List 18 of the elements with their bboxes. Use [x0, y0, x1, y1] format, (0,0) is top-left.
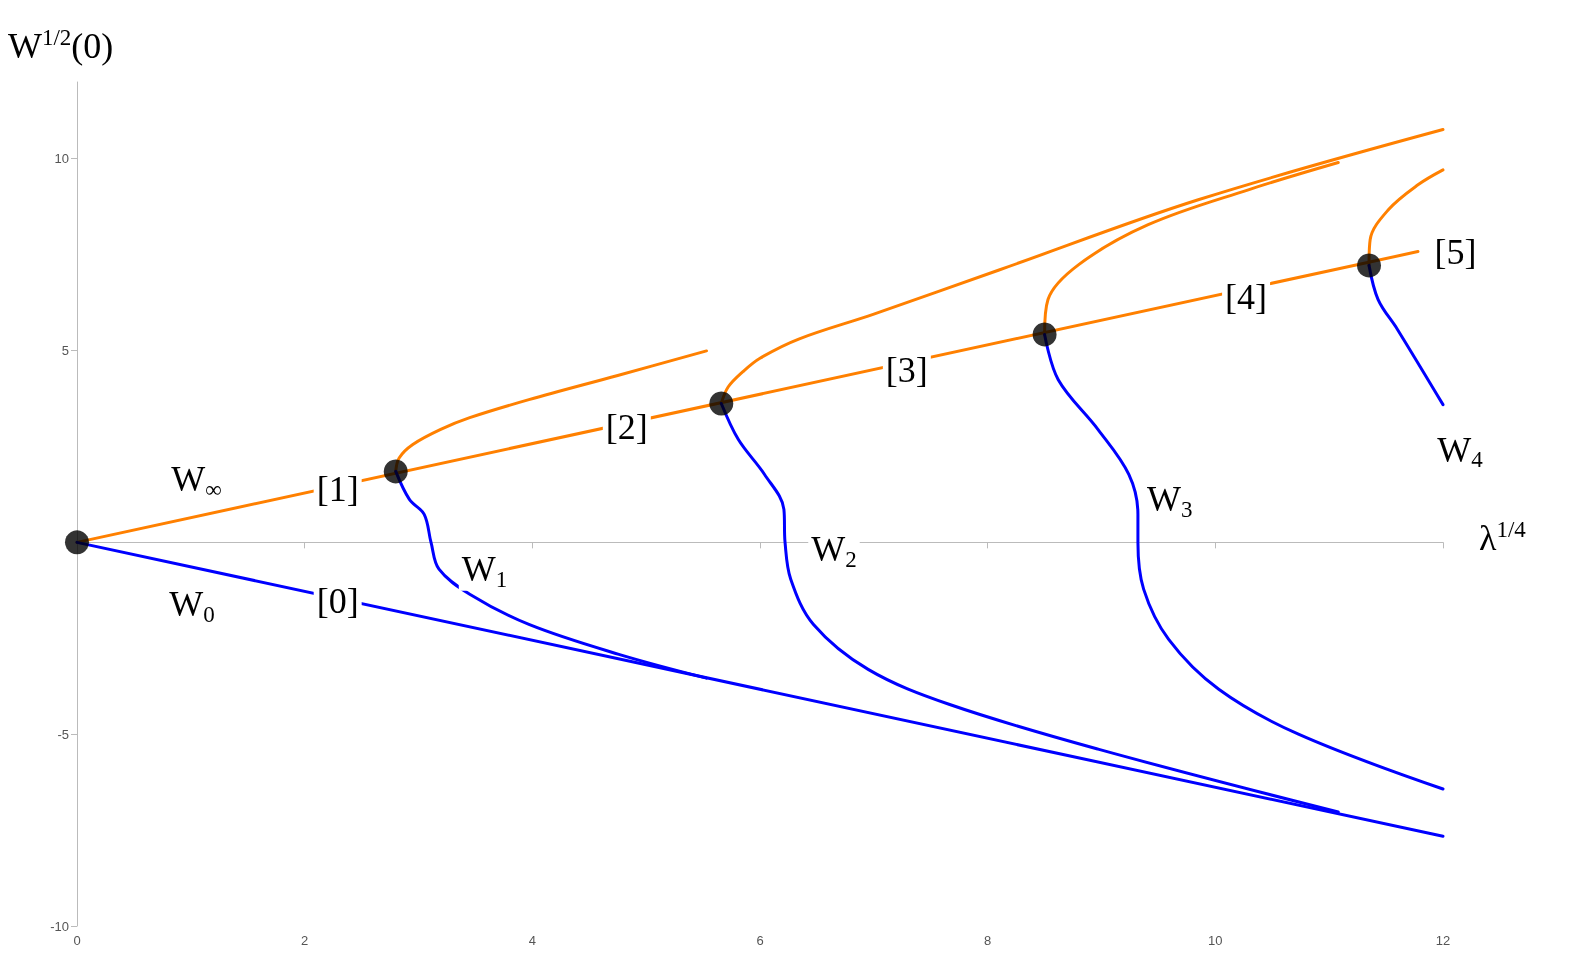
annotation: [1] [316, 469, 359, 510]
x-tick-label: 10 [1208, 933, 1223, 948]
y-tick-label: 5 [61, 343, 69, 359]
y-tick-label: -10 [50, 918, 69, 934]
x-tick-label: 12 [1435, 933, 1451, 948]
annotation: [0] [316, 581, 359, 622]
annotation: [5] [1434, 231, 1477, 272]
x-tick-label: 6 [756, 933, 764, 948]
y-tick-label: 10 [54, 151, 69, 167]
annotation: [4] [1225, 276, 1268, 317]
annotation: [3] [885, 349, 928, 390]
x-tick-label: 4 [528, 933, 536, 948]
y-tick-label: -5 [57, 726, 69, 742]
x-tick-label: 0 [73, 933, 81, 948]
annotation: W∞ [171, 459, 222, 502]
x-tick-label: 8 [984, 933, 992, 948]
x-tick-label: 2 [301, 933, 309, 948]
annotation: [2] [605, 407, 648, 448]
